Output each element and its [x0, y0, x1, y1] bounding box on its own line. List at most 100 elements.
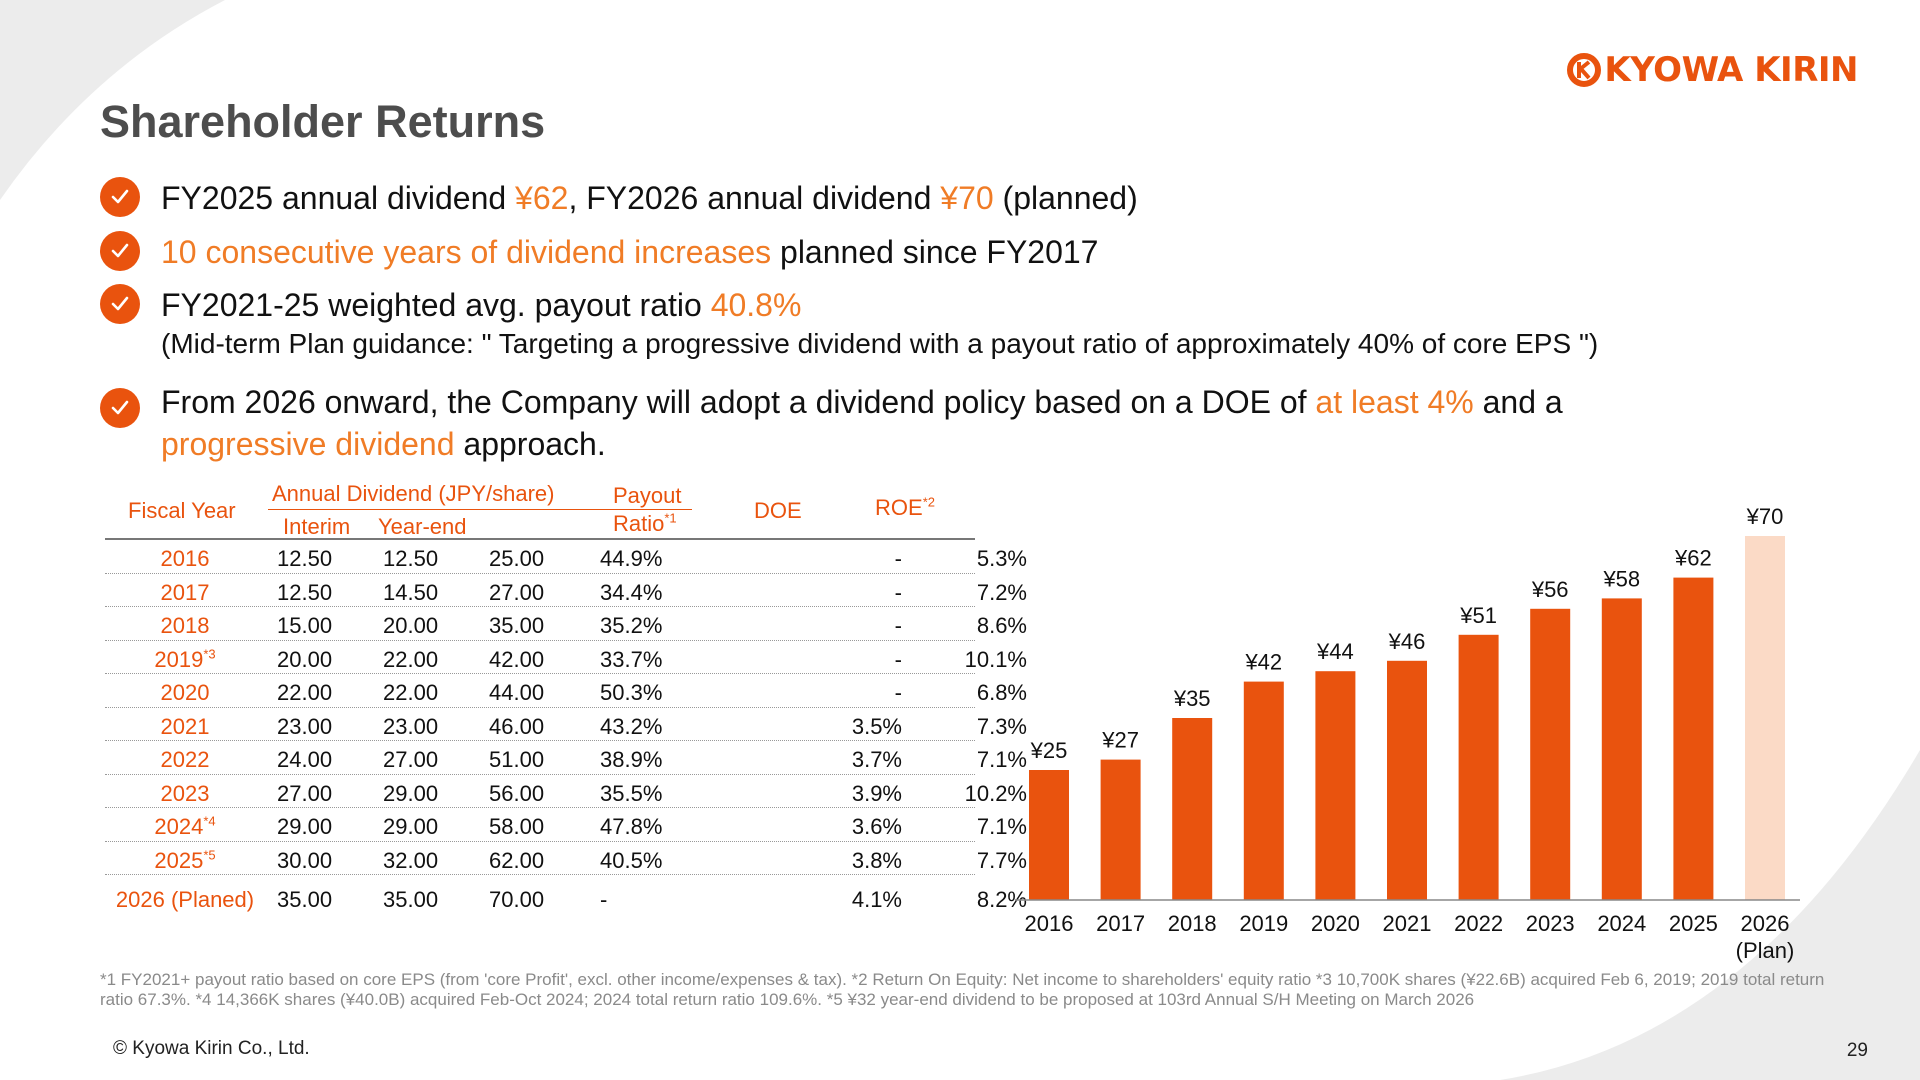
- cell-total: 44.00: [489, 680, 545, 705]
- logo-mark-icon: [1567, 53, 1602, 87]
- cell-total: 35.00: [489, 613, 545, 638]
- cell-payout: 47.8%: [600, 814, 663, 839]
- x-tick-label: 2019: [1239, 911, 1288, 936]
- highlight-text: 40.8%: [710, 287, 802, 323]
- bar: [1243, 681, 1284, 900]
- cell-fiscal-year: 2022: [160, 747, 210, 772]
- footnote: *1 FY2021+ payout ratio based on core EP…: [100, 970, 1825, 1009]
- bullet-text: FY2021-25 weighted avg. payout ratio 40.…: [161, 284, 1598, 362]
- cell-year-end: 20.00: [383, 613, 439, 638]
- header-year-end: Year-end: [378, 514, 467, 539]
- x-tick-label: 2026: [1741, 911, 1790, 936]
- cell-total: 46.00: [489, 713, 545, 739]
- check-icon: [100, 177, 140, 217]
- cell-year-end: 12.50: [383, 546, 439, 571]
- cell-fiscal-year: 2025*5: [154, 847, 216, 873]
- page-number: 29: [1846, 1040, 1868, 1061]
- data-label: ¥27: [1101, 728, 1139, 753]
- cell-interim: 35.00: [277, 887, 333, 912]
- cell-fiscal-year: 2026 (Planed): [115, 887, 255, 912]
- cell-year-end: 32.00: [383, 847, 439, 873]
- bullet-segment: FY2021-25 weighted avg. payout ratio: [161, 287, 711, 323]
- cell-payout: 35.2%: [600, 613, 663, 638]
- cell-fiscal-year: 2021: [160, 713, 210, 739]
- dividend-table: Fiscal Year Annual Dividend (JPY/share) …: [105, 480, 1027, 925]
- cell-doe: -: [894, 613, 902, 638]
- data-label: ¥46: [1388, 629, 1426, 654]
- highlight-text: 10 consecutive years of dividend increas…: [161, 234, 772, 270]
- bar: [1172, 718, 1213, 900]
- cell-interim: 30.00: [277, 847, 333, 873]
- cell-total: 70.00: [489, 887, 545, 912]
- cell-payout: 38.9%: [600, 747, 663, 772]
- corner-decoration: [0, 0, 225, 200]
- cell-roe: 7.3%: [976, 713, 1027, 739]
- bullet-text: 10 consecutive years of dividend increas…: [161, 231, 1098, 273]
- cell-fiscal-year: 2020: [160, 680, 210, 705]
- x-tick-label: 2017: [1096, 911, 1145, 936]
- data-label: ¥35: [1173, 686, 1211, 711]
- cell-doe: 4.1%: [851, 887, 902, 912]
- header-roe: ROE*2: [875, 494, 935, 520]
- cell-roe: 7.1%: [976, 747, 1027, 772]
- cell-fiscal-year: 2017: [160, 579, 210, 605]
- cell-payout: 33.7%: [600, 646, 663, 672]
- cell-total: 42.00: [489, 646, 545, 672]
- data-label: ¥51: [1459, 603, 1497, 628]
- bar: [1458, 634, 1499, 900]
- cell-doe: 3.6%: [851, 814, 902, 839]
- highlight-text: progressive dividend: [161, 426, 455, 462]
- table-row: 2016 12.50 12.50 25.00 44.9% - 5.3%: [105, 540, 1027, 574]
- cell-interim: 12.50: [277, 579, 333, 605]
- cell-year-end: 22.00: [383, 680, 439, 705]
- bullet-segment: and a: [1473, 384, 1563, 420]
- cell-year-end: 29.00: [383, 780, 439, 806]
- bullet-segment: FY2025 annual dividend: [161, 180, 516, 216]
- x-tick-label: 2018: [1168, 911, 1217, 936]
- cell-doe: 3.9%: [851, 780, 902, 806]
- check-icon: [100, 284, 140, 324]
- cell-fiscal-year: 2024*4: [154, 813, 216, 839]
- cell-total: 27.00: [489, 579, 545, 605]
- highlight-text: at least 4%: [1315, 384, 1474, 420]
- table-body: 2016 12.50 12.50 25.00 44.9% - 5.3% 2017 12.50 14…: [105, 540, 1027, 925]
- header-doe: DOE: [754, 498, 802, 523]
- table-row: 2021 23.00 23.00 46.00 43.2% 3.5% 7.3%: [105, 708, 1027, 741]
- cell-interim: 20.00: [277, 646, 333, 672]
- bullet-item: FY2021-25 weighted avg. payout ratio 40.…: [100, 284, 1598, 362]
- cell-doe: -: [894, 646, 902, 672]
- header-payout-ratio: Ratio*1: [613, 510, 677, 536]
- cell-roe: 10.2%: [964, 780, 1027, 806]
- cell-roe: 8.2%: [976, 887, 1027, 912]
- bar: [1530, 608, 1571, 900]
- bullet-segment: From 2026 onward, the Company will adopt…: [161, 384, 1316, 420]
- copyright: © Kyowa Kirin Co., Ltd.: [113, 1038, 310, 1059]
- bar: [1387, 660, 1427, 900]
- cell-interim: 22.00: [277, 680, 333, 705]
- cell-interim: 24.00: [277, 747, 333, 772]
- table-row: 2020 22.00 22.00 44.00 50.3% - 6.8%: [105, 674, 1027, 708]
- header-payout: Payout: [613, 483, 682, 508]
- check-icon: [100, 388, 140, 428]
- bullet-segment: planned since FY2017: [771, 234, 1099, 270]
- bullet-segment: , FY2026 annual dividend: [568, 180, 941, 216]
- data-label: ¥42: [1244, 650, 1282, 675]
- corner-decoration: [1500, 750, 1920, 1080]
- bullet-segment: (planned): [993, 180, 1138, 216]
- x-tick-label: 2025: [1669, 911, 1718, 936]
- header-interim: Interim: [283, 514, 351, 539]
- cell-payout: 40.5%: [600, 847, 663, 873]
- data-label: ¥56: [1531, 577, 1569, 602]
- bar: [1601, 598, 1642, 900]
- guidance-note: (Mid-term Plan guidance: " Targeting a p…: [161, 328, 1599, 359]
- cell-fiscal-year: 2019*3: [154, 646, 216, 672]
- page-title: Shareholder Returns: [100, 96, 546, 147]
- cell-year-end: 29.00: [383, 814, 439, 839]
- kyowa-kirin-logo: KYOWA KIRIN: [1567, 46, 1858, 94]
- table-row: 2025*5 30.00 32.00 62.00 40.5% 3.8% 7.7%: [105, 842, 1027, 875]
- cell-year-end: 27.00: [383, 747, 439, 772]
- x-tick-label: 2022: [1454, 911, 1503, 936]
- cell-fiscal-year: 2023: [160, 780, 210, 806]
- x-tick-label: (Plan): [1736, 938, 1795, 963]
- cell-doe: -: [894, 680, 902, 705]
